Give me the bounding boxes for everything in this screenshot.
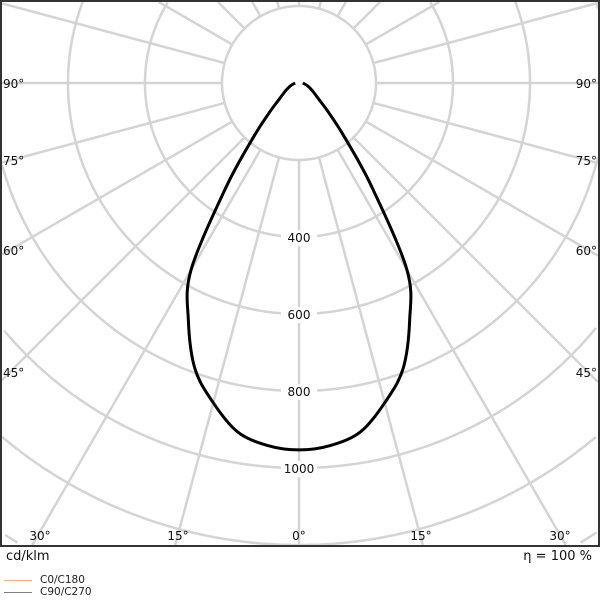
grid-spoke	[352, 136, 599, 383]
grid-spoke	[365, 0, 440, 46]
angle-label-right: 45°	[576, 366, 597, 380]
grid-circle	[143, 1, 455, 239]
legend-item-c0: C0/C180	[4, 574, 92, 586]
unit-label: cd/klm	[6, 549, 50, 564]
radial-tick-label: 400	[288, 231, 311, 245]
grid-circle	[66, 1, 532, 316]
angle-label-left: 90°	[3, 77, 24, 91]
polar-chart: 400 600 800 1000 90° 75° 60° 45° 90° 75° 60° 45° 30°…	[0, 0, 600, 547]
grid-spoke	[276, 1, 281, 9]
angle-label-bottom: 15°	[167, 529, 188, 543]
grid-spoke	[317, 1, 322, 9]
series-curve-c0-c180	[185, 81, 413, 452]
angle-label-bottom: 15°	[410, 529, 431, 543]
labels: 400 600 800 1000 90° 75° 60° 45° 90° 75° 60° 45° 30°…	[3, 77, 597, 543]
angle-label-bottom: 0°	[292, 529, 306, 543]
legend-swatch-c0	[4, 579, 32, 581]
grid-spoke	[1, 2, 225, 65]
radial-tick-label-bg	[281, 461, 317, 477]
legend-swatch-c90	[4, 591, 32, 593]
legend-label-c0: C0/C180	[40, 574, 85, 586]
grid-spoke	[1, 120, 233, 256]
grid-circle	[220, 4, 378, 162]
angle-label-bottom: 30°	[549, 529, 570, 543]
angle-label-right: 75°	[576, 154, 597, 168]
grid-spoke	[174, 157, 281, 546]
radial-tick-label-bg	[281, 230, 317, 246]
radial-tick-label: 600	[288, 308, 311, 322]
grid-spoke	[217, 1, 246, 30]
angle-label-right: 90°	[576, 77, 597, 91]
radial-tick-label: 800	[288, 385, 311, 399]
legend-item-c90: C90/C270	[4, 586, 92, 598]
radial-tick-label: 1000	[284, 462, 315, 476]
grid-spoke	[373, 1, 599, 65]
radial-tick-label-bg	[281, 307, 317, 323]
angle-label-right: 60°	[576, 244, 597, 258]
grid	[0, 0, 600, 547]
angle-label-left: 60°	[3, 244, 24, 258]
grid-spoke	[352, 1, 381, 30]
grid-spoke	[158, 0, 233, 46]
grid-spoke	[336, 149, 567, 546]
legend-label-c90: C90/C270	[40, 586, 92, 598]
angle-label-left: 45°	[3, 366, 24, 380]
grid-spoke	[365, 120, 599, 257]
chart-frame	[0, 0, 600, 547]
angle-label-left: 75°	[3, 154, 24, 168]
grid-spoke	[31, 149, 262, 546]
grid-spoke	[336, 1, 347, 17]
radial-tick-label-bg	[281, 384, 317, 400]
grid-spoke	[1, 101, 225, 164]
curves	[185, 81, 413, 452]
grid-spoke	[1, 136, 246, 381]
legend: C0/C180 C90/C270	[4, 574, 92, 598]
efficiency-label: η = 100 %	[523, 549, 592, 564]
grid-spoke	[251, 1, 262, 17]
grid-circle	[4, 531, 598, 544]
angle-label-bottom: 30°	[29, 529, 50, 543]
grid-spoke	[373, 101, 599, 165]
grid-spoke	[317, 157, 424, 546]
